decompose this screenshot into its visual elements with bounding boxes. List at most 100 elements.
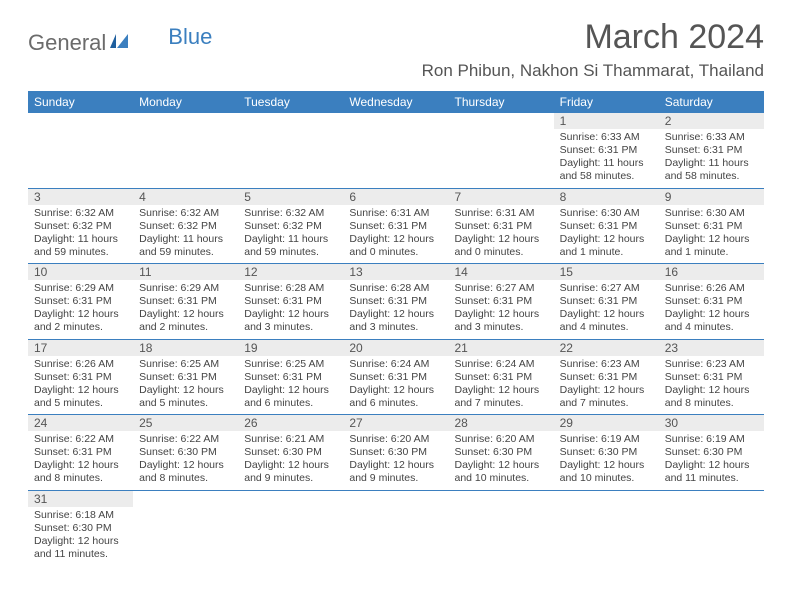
day-details: Sunrise: 6:18 AMSunset: 6:30 PMDaylight:…	[28, 507, 133, 566]
day-number: 28	[449, 415, 554, 431]
day-number: 3	[28, 189, 133, 205]
day-details: Sunrise: 6:31 AMSunset: 6:31 PMDaylight:…	[449, 205, 554, 264]
day-details: Sunrise: 6:23 AMSunset: 6:31 PMDaylight:…	[554, 356, 659, 415]
day-details: Sunrise: 6:22 AMSunset: 6:30 PMDaylight:…	[133, 431, 238, 490]
logo-text-blue: Blue	[168, 24, 212, 50]
calendar-day: 18Sunrise: 6:25 AMSunset: 6:31 PMDayligh…	[133, 340, 238, 415]
day-details: Sunrise: 6:28 AMSunset: 6:31 PMDaylight:…	[238, 280, 343, 339]
calendar-day: 14Sunrise: 6:27 AMSunset: 6:31 PMDayligh…	[449, 264, 554, 339]
day-number: 13	[343, 264, 448, 280]
calendar-day	[133, 491, 238, 566]
day-details: Sunrise: 6:30 AMSunset: 6:31 PMDaylight:…	[554, 205, 659, 264]
day-number: 5	[238, 189, 343, 205]
calendar-week: 31Sunrise: 6:18 AMSunset: 6:30 PMDayligh…	[28, 491, 764, 566]
day-details: Sunrise: 6:21 AMSunset: 6:30 PMDaylight:…	[238, 431, 343, 490]
day-number: 20	[343, 340, 448, 356]
calendar-header-cell: Thursday	[449, 91, 554, 113]
calendar-day	[449, 113, 554, 188]
day-details: Sunrise: 6:26 AMSunset: 6:31 PMDaylight:…	[659, 280, 764, 339]
location-text: Ron Phibun, Nakhon Si Thammarat, Thailan…	[422, 61, 764, 81]
day-details: Sunrise: 6:24 AMSunset: 6:31 PMDaylight:…	[449, 356, 554, 415]
day-number: 30	[659, 415, 764, 431]
day-number: 31	[28, 491, 133, 507]
calendar-day: 15Sunrise: 6:27 AMSunset: 6:31 PMDayligh…	[554, 264, 659, 339]
calendar-day: 16Sunrise: 6:26 AMSunset: 6:31 PMDayligh…	[659, 264, 764, 339]
calendar-day: 25Sunrise: 6:22 AMSunset: 6:30 PMDayligh…	[133, 415, 238, 490]
calendar-day: 19Sunrise: 6:25 AMSunset: 6:31 PMDayligh…	[238, 340, 343, 415]
calendar-day: 17Sunrise: 6:26 AMSunset: 6:31 PMDayligh…	[28, 340, 133, 415]
day-details: Sunrise: 6:29 AMSunset: 6:31 PMDaylight:…	[28, 280, 133, 339]
day-details: Sunrise: 6:31 AMSunset: 6:31 PMDaylight:…	[343, 205, 448, 264]
day-details: Sunrise: 6:30 AMSunset: 6:31 PMDaylight:…	[659, 205, 764, 264]
day-number: 12	[238, 264, 343, 280]
calendar-week: 3Sunrise: 6:32 AMSunset: 6:32 PMDaylight…	[28, 189, 764, 265]
day-details: Sunrise: 6:24 AMSunset: 6:31 PMDaylight:…	[343, 356, 448, 415]
calendar-header-cell: Wednesday	[343, 91, 448, 113]
day-details: Sunrise: 6:27 AMSunset: 6:31 PMDaylight:…	[554, 280, 659, 339]
calendar-day: 13Sunrise: 6:28 AMSunset: 6:31 PMDayligh…	[343, 264, 448, 339]
calendar-day: 10Sunrise: 6:29 AMSunset: 6:31 PMDayligh…	[28, 264, 133, 339]
flag-icon	[110, 34, 134, 55]
day-number: 23	[659, 340, 764, 356]
day-details: Sunrise: 6:28 AMSunset: 6:31 PMDaylight:…	[343, 280, 448, 339]
calendar-day: 20Sunrise: 6:24 AMSunset: 6:31 PMDayligh…	[343, 340, 448, 415]
calendar-day: 26Sunrise: 6:21 AMSunset: 6:30 PMDayligh…	[238, 415, 343, 490]
day-number: 18	[133, 340, 238, 356]
title-block: March 2024 Ron Phibun, Nakhon Si Thammar…	[422, 18, 764, 81]
calendar-day: 9Sunrise: 6:30 AMSunset: 6:31 PMDaylight…	[659, 189, 764, 264]
calendar-day: 6Sunrise: 6:31 AMSunset: 6:31 PMDaylight…	[343, 189, 448, 264]
calendar-day: 1Sunrise: 6:33 AMSunset: 6:31 PMDaylight…	[554, 113, 659, 188]
day-number: 24	[28, 415, 133, 431]
day-details: Sunrise: 6:23 AMSunset: 6:31 PMDaylight:…	[659, 356, 764, 415]
calendar-day: 11Sunrise: 6:29 AMSunset: 6:31 PMDayligh…	[133, 264, 238, 339]
day-number: 19	[238, 340, 343, 356]
calendar-day: 3Sunrise: 6:32 AMSunset: 6:32 PMDaylight…	[28, 189, 133, 264]
day-number: 29	[554, 415, 659, 431]
day-number: 10	[28, 264, 133, 280]
day-number: 27	[343, 415, 448, 431]
day-details: Sunrise: 6:25 AMSunset: 6:31 PMDaylight:…	[238, 356, 343, 415]
calendar-day: 7Sunrise: 6:31 AMSunset: 6:31 PMDaylight…	[449, 189, 554, 264]
calendar-day	[28, 113, 133, 188]
day-number: 4	[133, 189, 238, 205]
page-title: March 2024	[422, 18, 764, 57]
day-details: Sunrise: 6:20 AMSunset: 6:30 PMDaylight:…	[449, 431, 554, 490]
calendar-day	[449, 491, 554, 566]
day-number: 14	[449, 264, 554, 280]
day-number: 22	[554, 340, 659, 356]
day-number: 16	[659, 264, 764, 280]
day-details: Sunrise: 6:32 AMSunset: 6:32 PMDaylight:…	[28, 205, 133, 264]
calendar-day: 24Sunrise: 6:22 AMSunset: 6:31 PMDayligh…	[28, 415, 133, 490]
calendar-day: 4Sunrise: 6:32 AMSunset: 6:32 PMDaylight…	[133, 189, 238, 264]
day-number: 2	[659, 113, 764, 129]
day-details: Sunrise: 6:32 AMSunset: 6:32 PMDaylight:…	[238, 205, 343, 264]
calendar-day: 21Sunrise: 6:24 AMSunset: 6:31 PMDayligh…	[449, 340, 554, 415]
calendar-header-cell: Saturday	[659, 91, 764, 113]
calendar-day: 12Sunrise: 6:28 AMSunset: 6:31 PMDayligh…	[238, 264, 343, 339]
day-number: 26	[238, 415, 343, 431]
calendar-day	[343, 491, 448, 566]
day-number: 17	[28, 340, 133, 356]
calendar-day	[554, 491, 659, 566]
day-number: 15	[554, 264, 659, 280]
calendar-week: 17Sunrise: 6:26 AMSunset: 6:31 PMDayligh…	[28, 340, 764, 416]
calendar-week: 1Sunrise: 6:33 AMSunset: 6:31 PMDaylight…	[28, 113, 764, 189]
calendar-day	[659, 491, 764, 566]
calendar-header-cell: Tuesday	[238, 91, 343, 113]
day-details: Sunrise: 6:33 AMSunset: 6:31 PMDaylight:…	[659, 129, 764, 188]
calendar-day	[238, 113, 343, 188]
day-number: 6	[343, 189, 448, 205]
day-number: 7	[449, 189, 554, 205]
calendar: SundayMondayTuesdayWednesdayThursdayFrid…	[28, 91, 764, 565]
logo-text-general: General	[28, 30, 106, 56]
calendar-header-row: SundayMondayTuesdayWednesdayThursdayFrid…	[28, 91, 764, 113]
day-details: Sunrise: 6:27 AMSunset: 6:31 PMDaylight:…	[449, 280, 554, 339]
day-details: Sunrise: 6:19 AMSunset: 6:30 PMDaylight:…	[554, 431, 659, 490]
day-details: Sunrise: 6:29 AMSunset: 6:31 PMDaylight:…	[133, 280, 238, 339]
calendar-day: 22Sunrise: 6:23 AMSunset: 6:31 PMDayligh…	[554, 340, 659, 415]
day-details: Sunrise: 6:33 AMSunset: 6:31 PMDaylight:…	[554, 129, 659, 188]
logo: General Blue	[28, 18, 182, 56]
calendar-day	[133, 113, 238, 188]
calendar-day: 8Sunrise: 6:30 AMSunset: 6:31 PMDaylight…	[554, 189, 659, 264]
calendar-day: 30Sunrise: 6:19 AMSunset: 6:30 PMDayligh…	[659, 415, 764, 490]
